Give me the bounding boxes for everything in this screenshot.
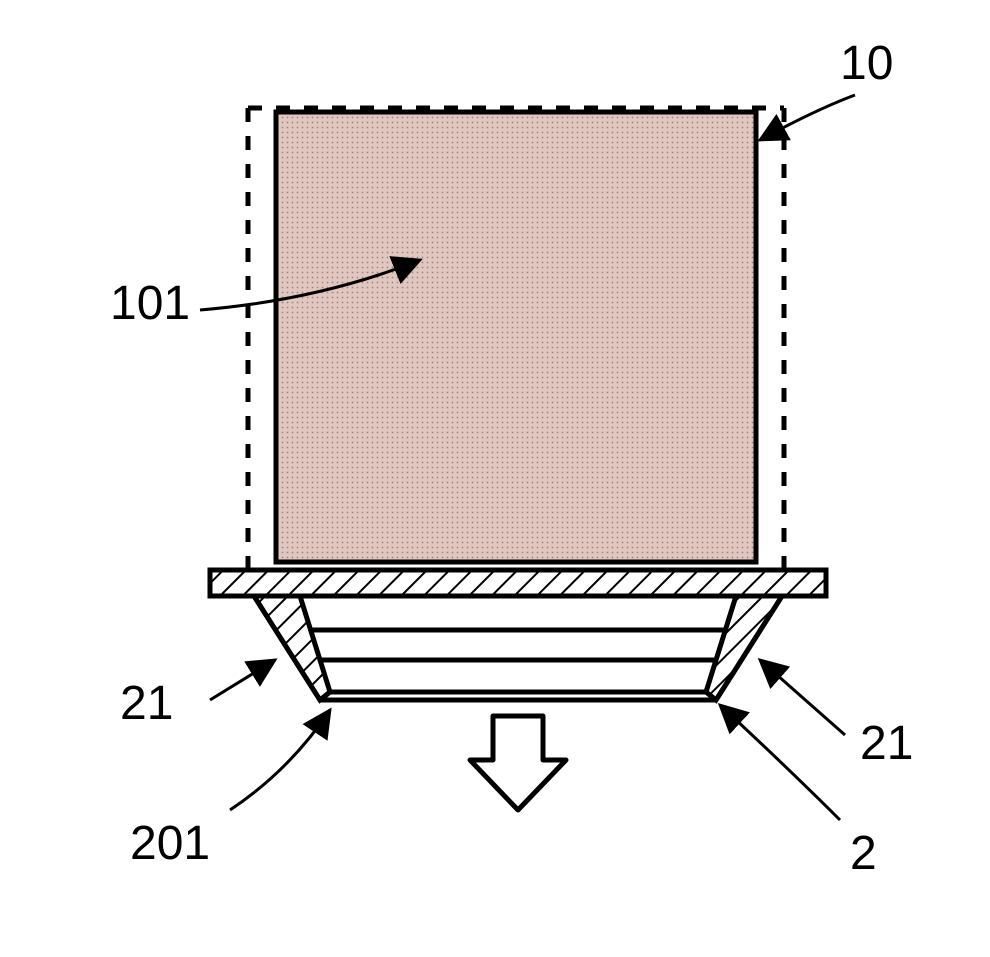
label-21-left: 21 — [120, 680, 173, 728]
diagram-svg — [0, 0, 990, 957]
label-101: 101 — [110, 280, 190, 328]
diagram-stage: 10 101 21 21 201 2 — [0, 0, 990, 957]
label-201: 201 — [130, 820, 210, 868]
label-10: 10 — [840, 40, 893, 88]
label-21-right: 21 — [860, 720, 913, 768]
label-2: 2 — [850, 830, 877, 878]
